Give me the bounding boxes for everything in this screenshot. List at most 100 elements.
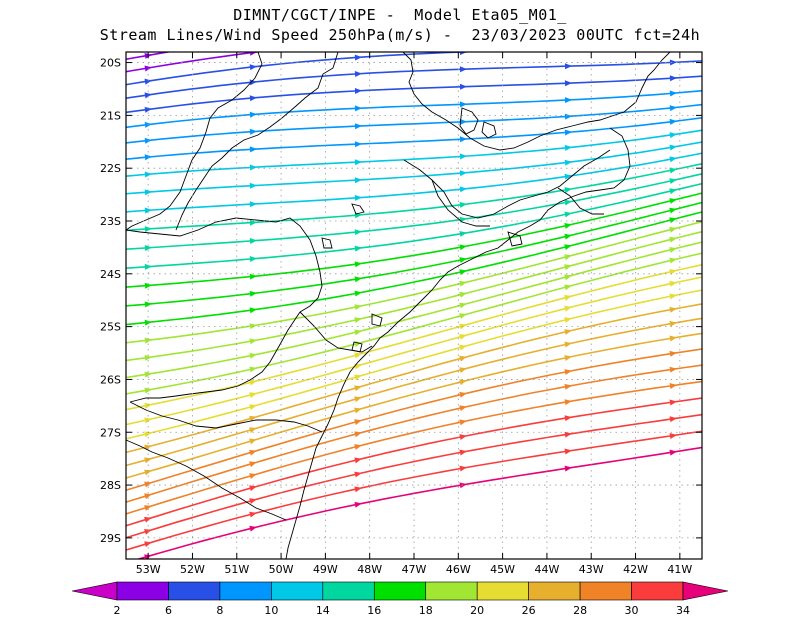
streamline-arrow xyxy=(669,320,677,327)
streamline-arrow xyxy=(459,367,467,374)
colorbar-segment xyxy=(322,581,375,601)
lat-label: 28S xyxy=(100,479,121,492)
streamline-arrow xyxy=(459,244,467,251)
colorbar-label: 2 xyxy=(114,604,121,617)
streamline-arrow xyxy=(249,164,257,171)
streamline-arrow xyxy=(669,268,677,275)
streamline-arrow xyxy=(669,188,677,195)
streamline-arrow xyxy=(354,329,362,336)
state-border xyxy=(126,217,323,313)
streamline-arrow xyxy=(354,374,362,381)
lat-label: 24S xyxy=(100,268,121,281)
streamline-arrow xyxy=(354,141,362,148)
streamline-arrow xyxy=(249,79,257,86)
streamline xyxy=(126,211,702,326)
streamline-arrow xyxy=(459,482,467,489)
streamline-arrow xyxy=(564,369,572,376)
island xyxy=(351,203,365,215)
streamline-arrow xyxy=(565,29,572,35)
streamline-arrow xyxy=(669,118,677,125)
streamline-arrow xyxy=(249,201,257,208)
colorbar-segment xyxy=(116,581,169,601)
streamline-arrow xyxy=(564,144,572,151)
streamline xyxy=(126,241,702,379)
streamline xyxy=(126,152,702,213)
streamline-arrow xyxy=(669,59,677,66)
state-border xyxy=(129,401,323,433)
colorbar-label: 8 xyxy=(216,604,223,617)
island xyxy=(481,121,497,139)
streamline-arrow xyxy=(249,238,257,244)
streamline-arrow xyxy=(249,438,257,445)
island xyxy=(371,313,383,327)
streamline-arrow xyxy=(669,144,677,151)
streamline xyxy=(126,117,702,161)
streamline-arrow xyxy=(144,207,152,214)
streamline-arrow xyxy=(669,217,677,224)
streamline-arrow xyxy=(354,385,362,392)
streamline-arrow xyxy=(249,273,257,280)
streamline-arrow xyxy=(564,113,572,120)
streamline-arrow xyxy=(564,129,572,136)
lon-label: 43W xyxy=(579,563,604,576)
colorbar-label: 26 xyxy=(522,604,536,617)
streamline xyxy=(126,413,702,539)
streamline-arrow xyxy=(249,379,257,386)
streamline-arrow xyxy=(144,40,152,47)
colorbar-label: 16 xyxy=(367,604,381,617)
streamline-arrow xyxy=(564,63,572,70)
map-grid: 20S 21S 22S 23S 24S 25S 26S 27S 28S 29S 53W 52W 51W 5… xyxy=(100,51,703,576)
colorbar-segment xyxy=(476,581,529,601)
lon-label: 41W xyxy=(667,563,692,576)
colorbar-segment xyxy=(168,581,221,601)
colorbar-segment xyxy=(528,581,581,601)
streamline-arrow xyxy=(669,433,677,439)
streamline-arrow xyxy=(249,52,257,56)
lat-label: 22S xyxy=(100,162,121,175)
lon-label: 50W xyxy=(269,563,294,576)
streamline-arrow xyxy=(354,229,362,236)
streamline-arrow xyxy=(354,304,362,311)
chart-title-line2: Stream Lines/Wind Speed 250hPa(m/s) - 23… xyxy=(99,26,701,44)
streamline-arrow xyxy=(144,371,152,378)
streamline-arrow xyxy=(564,222,572,229)
streamline-arrow xyxy=(354,245,362,252)
streamline-arrow xyxy=(459,391,467,398)
streamline-arrow xyxy=(144,469,152,476)
streamline-arrow xyxy=(249,128,257,135)
streamline-arrow xyxy=(459,230,467,237)
streamline-arrow xyxy=(669,226,677,233)
streamline-arrow xyxy=(564,97,572,104)
streamline-arrow xyxy=(144,28,152,35)
streamline-arrow xyxy=(144,354,152,361)
coastline xyxy=(285,127,631,559)
colorbar-label: 10 xyxy=(264,604,278,617)
streamline-arrow xyxy=(354,457,362,464)
streamline-arrow xyxy=(354,159,362,166)
streamline xyxy=(126,141,702,195)
streamline-arrow xyxy=(669,236,677,243)
streamline-arrow xyxy=(459,170,467,177)
streamline-arrow xyxy=(459,334,467,340)
colorbar-label: 6 xyxy=(165,604,172,617)
streamline-arrow xyxy=(354,105,362,112)
streamline-arrow xyxy=(669,383,677,389)
lon-label: 46W xyxy=(446,563,471,576)
streamline-arrow xyxy=(249,427,257,433)
streamline xyxy=(126,129,702,177)
streamline-arrow xyxy=(144,189,152,196)
streamline-arrow xyxy=(354,352,362,359)
streamline-arrow xyxy=(354,54,362,61)
streamline-arrow xyxy=(670,10,677,16)
colorbar-segment xyxy=(631,581,684,601)
streamline-arrow xyxy=(460,0,467,6)
streamline-arrow xyxy=(670,27,677,33)
streamline xyxy=(126,89,702,129)
streamline-arrow xyxy=(459,465,467,472)
streamline-arrow xyxy=(249,473,257,479)
coastline xyxy=(175,52,339,231)
streamline-arrow xyxy=(354,431,362,438)
streamline-arrow xyxy=(564,415,572,422)
streamline-arrow xyxy=(144,337,152,344)
streamline-arrow xyxy=(460,32,467,38)
